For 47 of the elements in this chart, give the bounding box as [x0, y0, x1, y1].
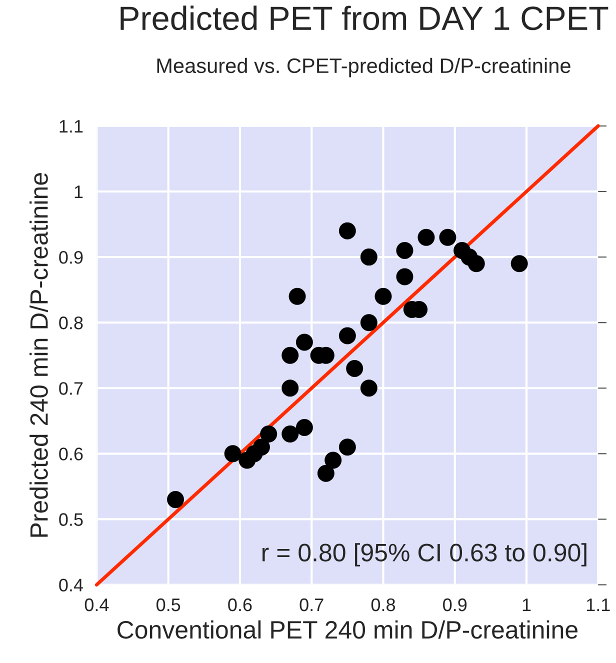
- point: [238, 452, 256, 469]
- y-tick-label: 0.7: [59, 382, 83, 395]
- point: [346, 360, 364, 377]
- x-tick-label: 0.7: [300, 598, 324, 612]
- point: [439, 228, 456, 246]
- point: [374, 288, 392, 305]
- point: [338, 438, 356, 456]
- point: [360, 248, 378, 266]
- y-tick-label: 0.4: [59, 578, 83, 592]
- x-tick-label: 1.1: [586, 598, 610, 612]
- x-tick-label: 0.6: [228, 598, 252, 612]
- point: [338, 222, 356, 240]
- point: [260, 426, 278, 443]
- y-tick-label: 0.9: [59, 250, 83, 264]
- point: [396, 268, 414, 286]
- annotation: r = 0.80 [95% CI 0.63 to 0.90]: [262, 543, 586, 566]
- point: [282, 346, 299, 364]
- y-axis-title: Predicted 240 min D/P-creatinine: [30, 173, 48, 537]
- point: [510, 255, 528, 272]
- point: [396, 242, 414, 260]
- x-tick-label: 1: [522, 598, 531, 612]
- point: [288, 288, 306, 305]
- point: [296, 334, 313, 351]
- y-tick-label: 0.5: [59, 513, 83, 526]
- x-tick-label: 0.9: [443, 598, 467, 612]
- y-tick-label: 0.8: [59, 316, 83, 330]
- x-axis-title: Conventional PET 240 min D/P-creatinine: [118, 620, 578, 639]
- x-tick-label: 0.4: [84, 598, 109, 612]
- chart-title: Predicted PET from DAY 1 CPET: [120, 6, 608, 30]
- point: [324, 452, 342, 469]
- point: [360, 314, 378, 332]
- x-tick-label: 0.5: [156, 598, 180, 612]
- y-tick-label: 0.6: [59, 448, 83, 460]
- point: [317, 464, 334, 482]
- point: [282, 380, 299, 397]
- point: [360, 380, 378, 397]
- point: [338, 327, 356, 344]
- point: [282, 426, 299, 443]
- x-tick-label: 0.8: [371, 598, 396, 612]
- y-tick-label: 1.1: [60, 120, 83, 133]
- chart-subtitle: Measured vs. CPET-predicted D/P-creatinine: [157, 58, 570, 78]
- point: [296, 418, 313, 436]
- point: [167, 491, 184, 508]
- point: [418, 228, 435, 246]
- y-tick-label: 1: [74, 186, 83, 198]
- point: [224, 445, 242, 462]
- point: [468, 255, 485, 272]
